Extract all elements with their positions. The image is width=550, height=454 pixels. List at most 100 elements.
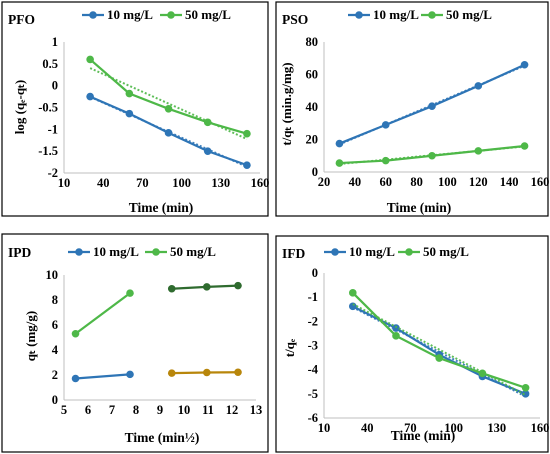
panel-pso-data-point: [520, 142, 529, 150]
panel-ipd-frame: [1, 233, 269, 453]
panel-ipd-x-axis-label: Time (min½): [125, 430, 200, 445]
panel-pfo-y-tick-label: 0.5: [42, 57, 58, 71]
panel-ipd-series-0: [71, 370, 134, 383]
panel-ipd-y-axis-label: qₜ (mg/g): [23, 311, 38, 361]
panel-pfo-data-point: [86, 55, 94, 64]
panel-ipd-data-point: [126, 370, 134, 379]
panel-pso-data-point: [474, 82, 483, 90]
panel-ifd: IFD Time (min) t/qₑ 10 40 70 100 130 160 -6 -5 -…: [275, 235, 550, 453]
panel-pfo-series-0: [86, 92, 251, 169]
panel-ifd-data-point: [349, 289, 357, 297]
panel-ifd-x-tick-label: 40: [361, 421, 374, 435]
panel-pfo-x-tick-label: 100: [172, 176, 191, 190]
panel-ipd-x-tick-label: 6: [85, 403, 91, 417]
panel-ifd-y-tick-label: -6: [308, 411, 318, 425]
panel-pfo-legend-item: 50 mg/L: [160, 7, 231, 22]
panel-ipd-legend-item: 50 mg/L: [145, 244, 216, 259]
panel-ifd-x-tick-label: 70: [404, 421, 417, 435]
panel-ipd-series-1: [71, 289, 134, 338]
panel-pso-legend-item: 50 mg/L: [421, 7, 492, 22]
panel-ipd-data-point: [203, 368, 211, 377]
panel-ipd-data-point: [126, 289, 134, 297]
panel-pfo-y-tick-label: 1: [52, 35, 58, 49]
legend-swatch-marker: [428, 11, 436, 19]
panel-ipd-x-tick-label: 12: [226, 403, 239, 417]
panel-ipd-y-tick-label: 0: [52, 393, 58, 407]
panel-pfo-data-point: [125, 89, 134, 98]
legend-swatch-marker: [152, 248, 160, 256]
panel-pfo-x-tick-label: 10: [58, 176, 71, 190]
panel-pso-x-tick-label: 120: [469, 175, 488, 189]
panel-ipd-plot: 5 6 7 8 9 10 11 12 13 0 2 4 6 8 10 10 mg/L 50 mg/L: [46, 244, 263, 417]
panel-pso-data-point: [520, 60, 529, 69]
panel-pfo-x-tick-label: 160: [251, 176, 270, 190]
panel-pso-x-tick-label: 20: [318, 175, 331, 189]
panel-pso-y-tick-label: 40: [306, 100, 319, 114]
panel-ipd-x-tick-label: 10: [178, 403, 191, 417]
panel-pso: PSO Time (min) t/qₜ (min.g/mg) 20 40 60 80 1…: [275, 1, 550, 217]
panel-ipd-y-tick-label: 8: [52, 293, 58, 307]
panel-pfo-y-tick-label: 0: [52, 79, 58, 93]
panel-ipd-y-tick-label: 6: [52, 318, 58, 332]
panel-pfo-title: PFO: [8, 12, 35, 27]
panel-pfo: PFO Time (min) log (qₑ-qₜ) 10 40 70 100 130 1…: [1, 1, 270, 217]
panel-pso-frame: [275, 1, 549, 217]
panel-ifd-x-tick-label: 160: [531, 421, 550, 435]
panel-ipd-data-point: [167, 369, 176, 377]
panel-pso-y-axis-label: t/qₜ (min.g/mg): [279, 62, 294, 145]
panel-pfo-data-point: [243, 161, 251, 169]
legend-label: 50 mg/L: [446, 7, 492, 22]
panel-ipd-legend-item: 10 mg/L: [68, 244, 139, 259]
panel-pso-y-tick-label: 20: [306, 133, 319, 147]
panel-pso-x-tick-label: 80: [410, 175, 423, 189]
panel-ipd-series-3: [167, 281, 242, 293]
panel-pso-data-point: [474, 147, 483, 155]
panel-ifd-x-axis-label: Time (min): [391, 428, 456, 443]
panel-ifd-y-tick-label: 0: [312, 266, 318, 280]
panel-pso-x-tick-label: 160: [531, 175, 550, 189]
panel-ifd-legend-item: 50 mg/L: [398, 244, 469, 259]
panel-pso-y-tick-label: 80: [306, 35, 319, 49]
legend-swatch-marker: [331, 248, 339, 256]
panel-ipd-x-tick-label: 8: [133, 403, 139, 417]
panel-ifd-plot: 10 40 70 100 130 160 -6 -5 -4 -3 -2 -1 0 10 mg/L 50 mg…: [308, 244, 550, 435]
panel-ifd-y-tick-label: -1: [308, 290, 318, 304]
panel-ipd-series-line: [75, 373, 131, 380]
panel-ifd-trendline: [352, 303, 527, 396]
panel-ipd-x-tick-label: 9: [157, 403, 163, 417]
panel-pso-data-point: [381, 156, 390, 165]
panel-ifd-x-tick-label: 100: [444, 421, 463, 435]
legend-swatch-marker: [167, 11, 175, 19]
legend-swatch-marker: [405, 248, 413, 256]
panel-ifd-y-tick-label: -2: [308, 314, 318, 328]
panel-pso-y-tick-label: 60: [306, 68, 319, 82]
panel-pso-x-axis-label: Time (min): [387, 200, 452, 215]
panel-ipd-series-2: [167, 368, 242, 377]
panel-pfo-x-tick-label: 40: [97, 176, 110, 190]
panel-pso-x-tick-label: 60: [379, 175, 392, 189]
panel-pso-series-1: [335, 142, 529, 167]
panel-pfo-frame: [1, 1, 269, 217]
panel-pso-data-point: [335, 139, 344, 148]
panel-pfo-data-point: [203, 118, 212, 127]
panel-pfo-y-tick-label: -1.5: [38, 144, 58, 158]
panel-ipd: IPD Time (min½) qₜ (mg/g) 5 6 7 8 9 10 11 12 13 0…: [1, 233, 269, 453]
panel-pfo-data-point: [164, 129, 173, 137]
panel-pso-legend-item: 10 mg/L: [348, 7, 419, 22]
panel-ipd-data-point: [234, 368, 242, 377]
legend-label: 10 mg/L: [107, 7, 153, 22]
panel-pso-series-0: [335, 60, 529, 148]
panel-pso-x-tick-label: 100: [438, 175, 457, 189]
panel-ifd-data-point: [478, 369, 487, 378]
panel-ifd-data-point: [521, 390, 530, 398]
panel-ifd-x-tick-label: 130: [487, 421, 506, 435]
panel-ipd-x-tick-label: 13: [250, 403, 263, 417]
panel-ipd-series-line: [74, 292, 131, 335]
panel-pfo-data-point: [203, 147, 212, 155]
panel-ipd-y-tick-label: 4: [52, 343, 59, 357]
legend-swatch-marker: [75, 248, 83, 256]
panel-ifd-legend-item: 10 mg/L: [324, 244, 395, 259]
panel-ipd-x-tick-label: 5: [61, 403, 67, 417]
legend-swatch-marker: [89, 11, 97, 19]
